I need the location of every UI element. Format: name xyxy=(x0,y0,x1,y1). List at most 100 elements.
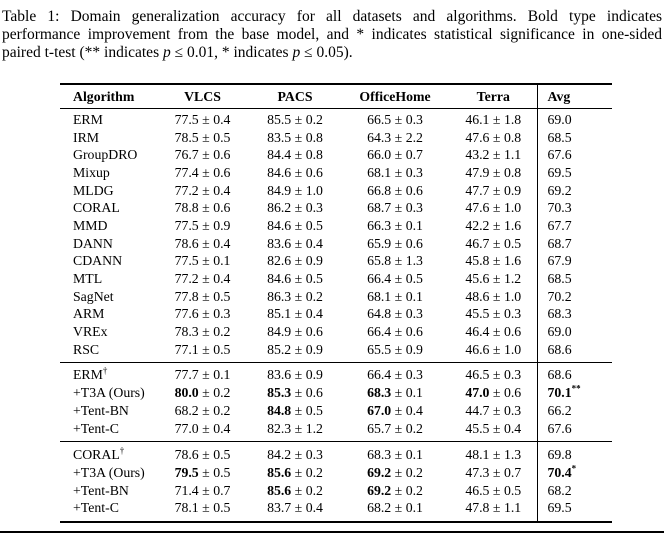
algorithm-name-cell: RSC xyxy=(73,341,100,357)
score-mean: 47.8 xyxy=(465,500,490,516)
avg-cell: 67.9 xyxy=(536,252,612,271)
avg-cell: 68.5 xyxy=(536,270,612,288)
score-mean: 66.4 xyxy=(367,367,392,383)
score-cell: 82.6 ± 0.9 xyxy=(267,253,323,269)
algorithm-name-cell: CDANN xyxy=(73,253,123,269)
score-mean: 68.1 xyxy=(367,288,392,304)
score-cell: 47.7 ± 0.9 xyxy=(465,182,522,198)
score-cell: 77.2 ± 0.4 xyxy=(174,271,231,287)
caption-text: paired t-test (** indicates xyxy=(2,44,163,62)
score-mean: 66.4 xyxy=(367,271,392,287)
score-mean: 77.6 xyxy=(174,306,199,322)
score-cell: 77.1 ± 0.5 xyxy=(174,341,231,357)
score-mean: 84.9 xyxy=(267,324,292,340)
score-mean: 69.2 xyxy=(367,482,392,498)
avg-value: 70.4 xyxy=(547,464,572,480)
score-mean: 46.5 xyxy=(465,482,490,498)
avg-value: 69.0 xyxy=(547,111,572,127)
score-mean: 67.0 xyxy=(367,402,392,418)
column-header-officehome: OfficeHome xyxy=(359,88,431,104)
score-mean: 42.2 xyxy=(465,217,490,233)
score-mean: 66.8 xyxy=(367,182,392,198)
score-mean: 86.2 xyxy=(267,200,292,216)
score-cell: 47.0 ± 0.6 xyxy=(465,385,522,401)
score-cell: 47.6 ± 1.0 xyxy=(465,200,522,216)
score-mean: 65.7 xyxy=(367,420,392,436)
score-cell: 47.6 ± 0.8 xyxy=(465,129,522,145)
score-cell: 78.3 ± 0.2 xyxy=(174,324,231,340)
score-mean: 83.7 xyxy=(267,500,292,516)
score-mean: 77.4 xyxy=(174,164,199,180)
header-row: Algorithm VLCS PACS OfficeHome Terra Avg xyxy=(60,84,612,109)
score-cell: 83.6 ± 0.9 xyxy=(267,367,323,383)
score-cell: 65.7 ± 0.2 xyxy=(367,420,423,436)
avg-value: 68.5 xyxy=(547,271,572,287)
avg-cell: 69.0 xyxy=(536,323,612,341)
algorithm-name-cell: MLDG xyxy=(73,182,114,198)
results-table-wrap: Algorithm VLCS PACS OfficeHome Terra Avg… xyxy=(60,83,612,524)
score-mean: 85.2 xyxy=(267,341,292,357)
column-header-avg: Avg xyxy=(536,84,612,109)
avg-value: 69.5 xyxy=(547,164,572,180)
score-mean: 46.7 xyxy=(465,235,490,251)
score-cell: 42.2 ± 1.6 xyxy=(465,217,522,233)
score-mean: 84.6 xyxy=(267,164,292,180)
score-cell: 77.8 ± 0.5 xyxy=(174,288,231,304)
score-mean: 85.6 xyxy=(267,464,292,480)
score-mean: 77.2 xyxy=(174,271,199,287)
score-cell: 44.7 ± 0.3 xyxy=(465,402,522,418)
score-cell: 84.6 ± 0.5 xyxy=(267,217,323,233)
score-mean: 78.6 xyxy=(174,235,199,251)
avg-cell: 69.2 xyxy=(536,181,612,200)
avg-value: 66.2 xyxy=(547,402,572,418)
score-cell: 48.6 ± 1.0 xyxy=(465,288,522,304)
algorithm-name-cell: +T3A (Ours) xyxy=(73,464,145,480)
score-cell: 64.3 ± 2.2 xyxy=(367,129,423,145)
score-mean: 77.2 xyxy=(174,182,199,198)
score-mean: 48.6 xyxy=(465,288,490,304)
score-cell: 65.8 ± 1.3 xyxy=(367,253,423,269)
algorithm-name-cell: ERM xyxy=(73,111,103,127)
score-mean: 71.4 xyxy=(174,482,199,498)
avg-cell: 69.8 xyxy=(536,441,612,465)
avg-cell: 67.6 xyxy=(536,419,612,442)
score-mean: 66.5 xyxy=(367,111,392,127)
table-section-2: ERM† 77.7 ± 0.1 83.6 ± 0.9 66.4 ± 0.3 46.5 ±… xyxy=(60,362,612,442)
score-mean: 66.3 xyxy=(367,217,392,233)
score-cell: 82.3 ± 1.2 xyxy=(267,420,323,436)
score-cell: 68.2 ± 0.1 xyxy=(367,500,423,516)
score-mean: 84.6 xyxy=(267,271,292,287)
score-mean: 46.1 xyxy=(465,111,490,127)
algorithm-name-cell: CORAL xyxy=(73,200,120,216)
dagger-mark: † xyxy=(102,365,108,376)
avg-value: 67.9 xyxy=(547,253,572,269)
table-row: IRM 78.5 ± 0.5 83.5 ± 0.8 64.3 ± 2.2 47.6 ± … xyxy=(60,128,612,147)
score-mean: 84.4 xyxy=(267,147,292,163)
score-mean: 80.0 xyxy=(174,385,199,401)
score-cell: 85.6 ± 0.2 xyxy=(267,464,323,480)
table-row: ERM 77.5 ± 0.4 85.5 ± 0.2 66.5 ± 0.3 46.1 ± … xyxy=(60,108,612,129)
score-mean: 68.3 xyxy=(367,447,392,463)
score-mean: 68.3 xyxy=(367,385,392,401)
score-mean: 66.4 xyxy=(367,324,392,340)
score-cell: 77.4 ± 0.6 xyxy=(174,164,231,180)
significance-mark: * xyxy=(571,463,577,474)
avg-cell: 69.5 xyxy=(536,164,612,182)
caption-text: Table 1: Domain generalization accuracy … xyxy=(2,8,662,25)
score-mean: 85.6 xyxy=(267,482,292,498)
score-cell: 83.7 ± 0.4 xyxy=(267,500,323,516)
score-cell: 77.2 ± 0.4 xyxy=(174,182,231,198)
algorithm-name-cell: MMD xyxy=(73,217,108,233)
score-mean: 46.5 xyxy=(465,367,490,383)
table-row: +Tent-C 78.1 ± 0.5 83.7 ± 0.4 68.2 ± 0.1 47.… xyxy=(60,499,612,523)
score-cell: 84.4 ± 0.8 xyxy=(267,147,323,163)
score-mean: 82.6 xyxy=(267,253,292,269)
score-cell: 46.5 ± 0.3 xyxy=(465,367,522,383)
table-row: MTL 77.2 ± 0.4 84.6 ± 0.5 66.4 ± 0.5 45.6 ± … xyxy=(60,270,612,288)
score-cell: 68.1 ± 0.3 xyxy=(367,164,423,180)
avg-value: 69.2 xyxy=(547,182,572,198)
score-mean: 47.7 xyxy=(465,182,490,198)
score-cell: 77.5 ± 0.4 xyxy=(174,111,231,127)
table-row: +Tent-C 77.0 ± 0.4 82.3 ± 1.2 65.7 ± 0.2 45.… xyxy=(60,419,612,442)
score-mean: 79.5 xyxy=(174,464,199,480)
